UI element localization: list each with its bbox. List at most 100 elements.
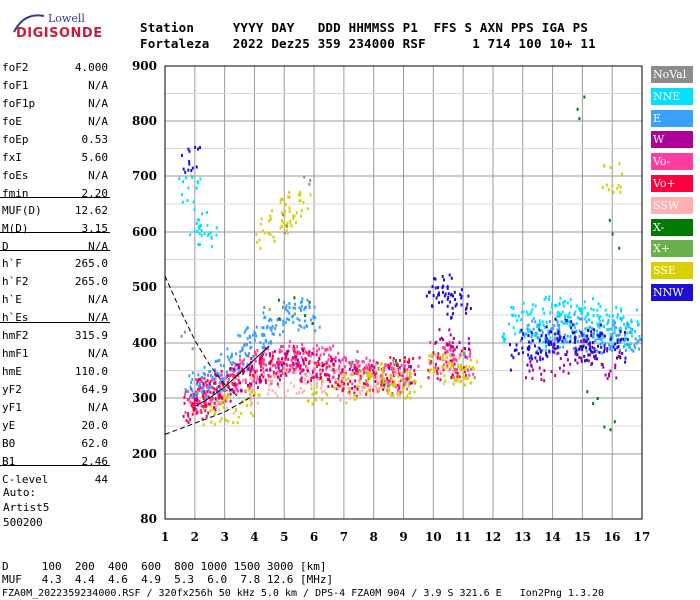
data-point — [290, 224, 293, 228]
data-point — [363, 371, 366, 375]
data-point — [389, 362, 392, 366]
data-point — [452, 349, 455, 353]
data-point — [452, 345, 455, 349]
data-point — [544, 349, 547, 353]
data-point — [206, 385, 209, 389]
data-point — [410, 365, 412, 368]
data-point — [184, 170, 187, 174]
data-point — [351, 368, 354, 372]
data-point — [328, 353, 331, 357]
x-tick-label: 4 — [250, 530, 258, 544]
data-point — [389, 374, 392, 377]
data-point — [341, 358, 344, 362]
data-point — [281, 197, 284, 201]
data-point — [303, 175, 306, 179]
data-point — [368, 359, 371, 363]
data-point — [339, 382, 342, 386]
x-tick-label: 9 — [399, 530, 407, 544]
data-point — [453, 379, 456, 382]
data-point — [522, 332, 525, 336]
data-point — [564, 314, 567, 318]
data-point — [398, 368, 401, 372]
data-point — [193, 208, 196, 212]
data-point — [319, 362, 322, 366]
data-point — [468, 354, 471, 358]
logo-lowell-text: Lowell — [48, 12, 85, 25]
data-point — [442, 353, 445, 357]
data-point — [270, 318, 273, 322]
data-point — [312, 371, 315, 375]
data-point — [380, 386, 383, 390]
data-point — [598, 316, 600, 320]
data-point — [592, 402, 595, 405]
data-point — [320, 398, 323, 401]
data-point — [449, 353, 452, 357]
data-point — [455, 302, 458, 306]
data-point — [263, 231, 266, 235]
data-point — [619, 185, 622, 189]
data-point — [562, 337, 565, 341]
data-point — [591, 350, 594, 354]
data-point — [619, 327, 622, 331]
param-label: h`E — [2, 293, 22, 306]
data-point — [214, 368, 217, 372]
data-point — [226, 355, 229, 359]
data-point — [349, 393, 352, 397]
data-point — [267, 341, 270, 345]
data-point — [228, 377, 230, 381]
data-point — [286, 352, 289, 355]
data-point — [250, 382, 253, 386]
data-point — [229, 367, 232, 370]
data-point — [348, 396, 351, 400]
data-point — [189, 233, 192, 237]
data-point — [261, 357, 264, 361]
data-point — [614, 342, 617, 346]
data-point — [203, 232, 206, 236]
data-point — [570, 305, 572, 309]
data-point — [575, 329, 578, 333]
data-point — [230, 368, 233, 372]
data-point — [288, 195, 291, 199]
data-point — [403, 369, 406, 373]
data-point — [294, 358, 297, 362]
data-point — [472, 367, 475, 371]
data-point — [202, 386, 205, 390]
data-point — [543, 311, 546, 315]
param-row: h`F2 265.0 — [2, 275, 108, 290]
data-point — [534, 320, 537, 324]
data-point — [308, 300, 311, 304]
data-point — [300, 356, 303, 360]
data-point — [624, 333, 627, 337]
data-point — [365, 382, 368, 386]
data-point — [438, 301, 440, 305]
data-point — [519, 339, 522, 343]
data-point — [593, 347, 596, 350]
data-point — [403, 386, 405, 390]
data-point — [556, 336, 559, 340]
data-point — [270, 341, 273, 345]
data-point — [236, 387, 238, 391]
data-point — [553, 336, 556, 340]
data-point — [379, 380, 382, 384]
data-point — [255, 373, 258, 377]
data-point — [629, 346, 631, 350]
data-point — [237, 366, 240, 370]
data-point — [197, 373, 200, 377]
data-point — [579, 307, 582, 311]
data-point — [273, 239, 276, 243]
data-point — [576, 107, 579, 111]
data-point — [386, 388, 389, 392]
data-point — [196, 380, 199, 384]
data-point — [280, 361, 283, 365]
data-point — [460, 349, 463, 353]
data-point — [288, 306, 291, 309]
data-point — [387, 381, 389, 385]
data-point — [605, 183, 608, 187]
data-point — [209, 380, 212, 384]
data-point — [620, 309, 623, 313]
data-point — [246, 362, 249, 366]
data-point — [268, 307, 271, 311]
data-point — [531, 368, 534, 372]
data-point — [629, 342, 632, 346]
data-point — [451, 374, 454, 378]
